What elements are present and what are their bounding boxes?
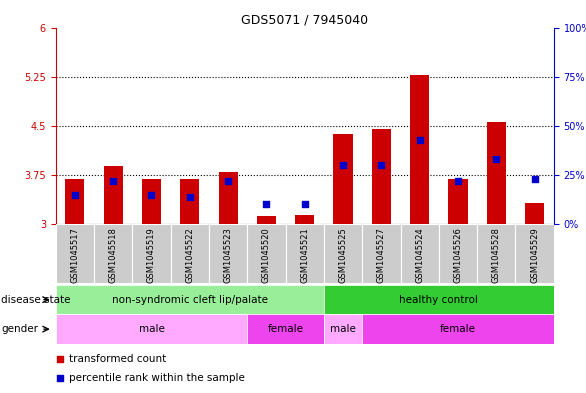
Bar <box>132 224 171 283</box>
Text: female: female <box>440 324 476 334</box>
Bar <box>247 224 285 283</box>
Bar <box>285 224 324 283</box>
Text: GSM1045525: GSM1045525 <box>339 227 347 283</box>
Point <box>70 191 80 198</box>
Bar <box>333 134 353 224</box>
Bar <box>324 314 362 344</box>
Point <box>338 162 347 168</box>
Text: GSM1045517: GSM1045517 <box>70 227 79 283</box>
Text: GSM1045526: GSM1045526 <box>454 227 462 283</box>
Bar <box>104 166 122 224</box>
Text: GSM1045523: GSM1045523 <box>224 227 233 283</box>
Point <box>262 201 271 208</box>
Text: GSM1045524: GSM1045524 <box>415 227 424 283</box>
Text: GSM1045518: GSM1045518 <box>108 227 118 283</box>
Text: female: female <box>268 324 304 334</box>
Text: GSM1045520: GSM1045520 <box>262 227 271 283</box>
Bar <box>410 75 429 224</box>
Text: percentile rank within the sample: percentile rank within the sample <box>69 373 245 383</box>
Bar <box>516 224 554 283</box>
Bar <box>372 129 391 224</box>
Point <box>223 178 233 184</box>
Point <box>415 136 424 143</box>
Point <box>108 178 118 184</box>
Text: GSM1045522: GSM1045522 <box>185 227 195 283</box>
Point <box>530 176 539 182</box>
Title: GDS5071 / 7945040: GDS5071 / 7945040 <box>241 13 368 26</box>
Bar <box>439 224 477 283</box>
Point <box>454 178 463 184</box>
Text: GSM1045528: GSM1045528 <box>492 227 501 283</box>
Bar <box>94 224 132 283</box>
Bar <box>525 203 544 224</box>
Text: GSM1045527: GSM1045527 <box>377 227 386 283</box>
Bar <box>324 285 554 314</box>
Bar <box>448 180 468 224</box>
Bar <box>295 215 314 224</box>
Text: transformed count: transformed count <box>69 354 166 364</box>
Bar <box>477 224 516 283</box>
Text: GSM1045519: GSM1045519 <box>147 227 156 283</box>
Bar <box>65 180 84 224</box>
Point <box>377 162 386 168</box>
Bar <box>247 314 324 344</box>
Text: GSM1045529: GSM1045529 <box>530 227 539 283</box>
Bar <box>362 314 554 344</box>
Point <box>56 375 65 381</box>
Bar <box>324 224 362 283</box>
Text: male: male <box>138 324 165 334</box>
Text: GSM1045521: GSM1045521 <box>300 227 309 283</box>
Point <box>56 355 65 362</box>
Text: male: male <box>330 324 356 334</box>
Bar <box>487 123 506 224</box>
Text: disease state: disease state <box>1 295 71 305</box>
Point <box>146 191 156 198</box>
Text: gender: gender <box>1 324 38 334</box>
Bar <box>209 224 247 283</box>
Bar <box>180 180 199 224</box>
Bar <box>56 314 247 344</box>
Bar <box>257 216 276 224</box>
Point <box>300 201 309 208</box>
Bar <box>219 172 238 224</box>
Point <box>492 156 501 162</box>
Bar <box>362 224 400 283</box>
Text: non-syndromic cleft lip/palate: non-syndromic cleft lip/palate <box>112 295 268 305</box>
Bar <box>142 180 161 224</box>
Bar <box>56 285 324 314</box>
Point <box>185 193 195 200</box>
Bar <box>56 224 94 283</box>
Bar <box>171 224 209 283</box>
Text: healthy control: healthy control <box>400 295 478 305</box>
Bar <box>400 224 439 283</box>
